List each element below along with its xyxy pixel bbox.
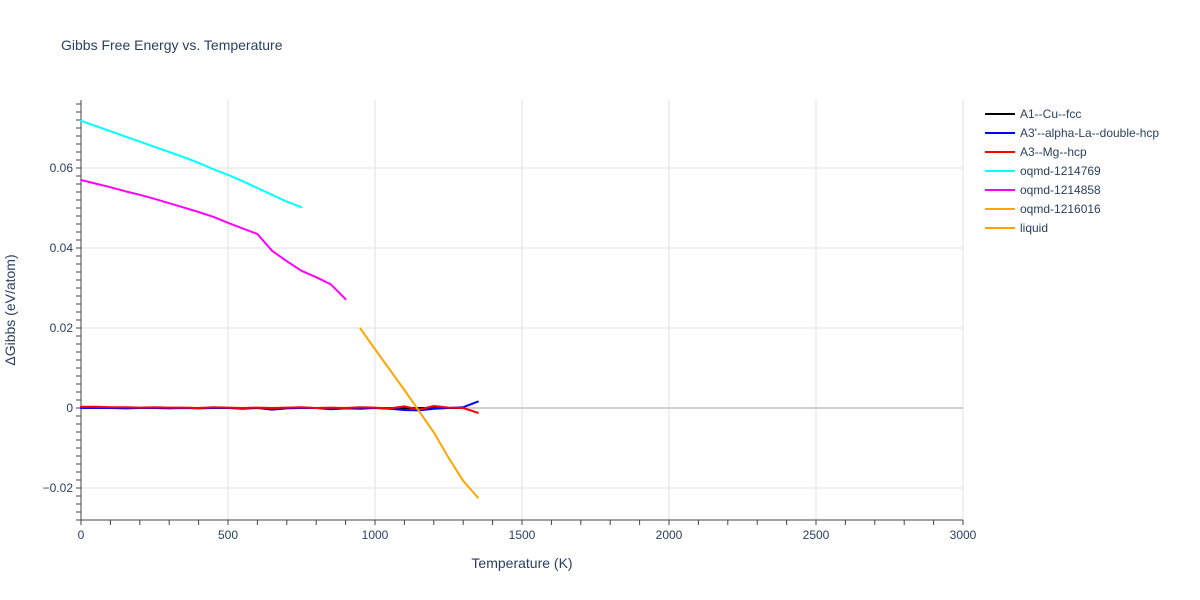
y-axis-title: ΔGibbs (eV/atom) xyxy=(2,254,18,365)
series-line-liquid[interactable] xyxy=(359,327,479,499)
legend-item[interactable]: oqmd-1214858 xyxy=(985,183,1101,197)
y-tick-label: 0 xyxy=(66,401,73,415)
legend-item[interactable]: liquid xyxy=(985,221,1048,235)
legend-item[interactable]: A3'--alpha-La--double-hcp xyxy=(985,126,1159,140)
y-tick-label: 0.06 xyxy=(50,161,74,175)
legend-label: A1--Cu--fcc xyxy=(1020,107,1081,121)
legend-item[interactable]: oqmd-1214769 xyxy=(985,164,1101,178)
legend-item[interactable]: A3--Mg--hcp xyxy=(985,145,1087,159)
legend-item[interactable]: oqmd-1216016 xyxy=(985,202,1101,216)
y-tick-label: 0.02 xyxy=(50,321,74,335)
x-tick-label: 1000 xyxy=(362,528,389,542)
series-layer xyxy=(80,119,479,499)
x-tick-label: 2500 xyxy=(803,528,830,542)
x-tick-label: 500 xyxy=(218,528,238,542)
series-line-a3-mg-hcp[interactable] xyxy=(80,405,479,414)
chart-title: Gibbs Free Energy vs. Temperature xyxy=(61,37,283,53)
legend[interactable]: A1--Cu--fcc A3'--alpha-La--double-hcp A3--… xyxy=(985,107,1159,235)
x-tick-label: 2000 xyxy=(656,528,683,542)
legend-label: oqmd-1216016 xyxy=(1020,202,1101,216)
legend-label: liquid xyxy=(1020,221,1048,235)
legend-label: oqmd-1214858 xyxy=(1020,183,1101,197)
grid-layer xyxy=(81,100,964,520)
legend-label: oqmd-1214769 xyxy=(1020,164,1101,178)
legend-label: A3'--alpha-La--double-hcp xyxy=(1020,126,1159,140)
y-tick-label: −0.02 xyxy=(43,481,74,495)
legend-label: A3--Mg--hcp xyxy=(1020,145,1087,159)
x-tick-label: 1500 xyxy=(509,528,536,542)
x-tick-label: 3000 xyxy=(950,528,977,542)
legend-item[interactable]: A1--Cu--fcc xyxy=(985,107,1081,121)
x-tick-label: 0 xyxy=(78,528,85,542)
series-line-oqmd-1214858[interactable] xyxy=(80,179,347,301)
x-axis-title: Temperature (K) xyxy=(471,555,572,571)
series-line-oqmd-1214769[interactable] xyxy=(80,119,303,209)
axis-layer: 0 500 1000 1500 2000 2500 3000 −0.02 0 0.02 0.04 0.… xyxy=(43,100,977,542)
y-tick-label: 0.04 xyxy=(50,241,74,255)
